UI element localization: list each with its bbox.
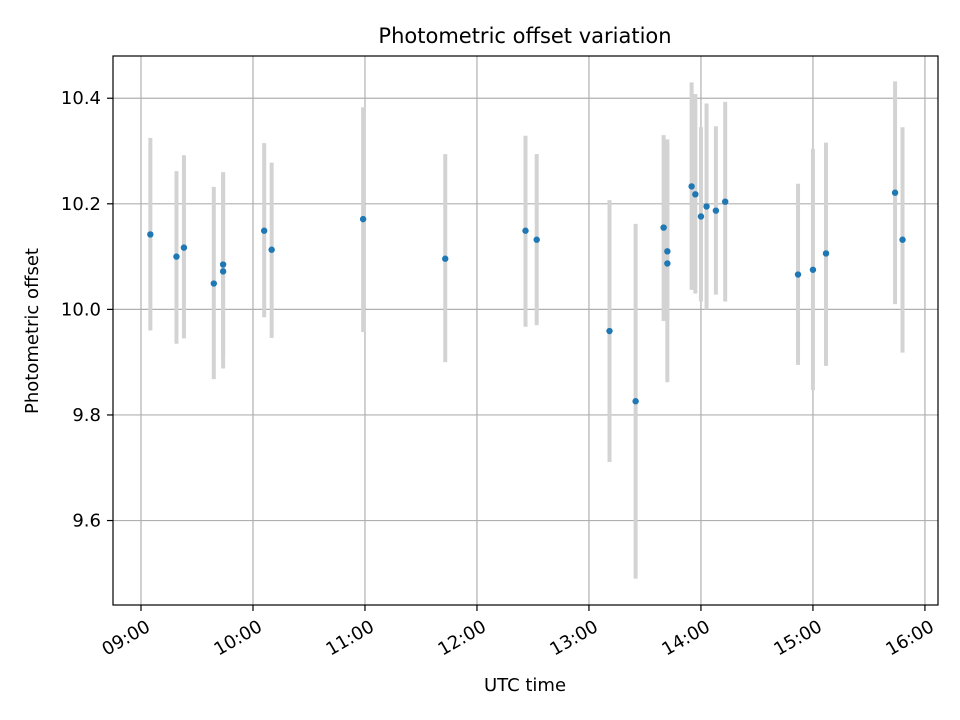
plot-frame bbox=[112, 55, 939, 606]
data-point bbox=[219, 268, 227, 275]
y-tick-label: 9.6 bbox=[72, 511, 101, 532]
y-tick-label: 10.4 bbox=[61, 88, 101, 109]
data-point bbox=[660, 224, 667, 231]
data-point bbox=[606, 327, 613, 335]
data-point bbox=[173, 253, 180, 260]
data-point bbox=[664, 260, 671, 267]
chart-title: Photometric offset variation bbox=[378, 24, 671, 48]
data-point bbox=[180, 244, 188, 251]
data-point bbox=[822, 250, 830, 257]
data-point bbox=[359, 215, 367, 223]
data-point bbox=[664, 248, 671, 255]
y-tick-label: 9.8 bbox=[72, 405, 101, 426]
point-layer bbox=[147, 183, 906, 405]
data-point bbox=[688, 183, 695, 190]
data-point bbox=[891, 189, 899, 196]
y-axis-label: Photometric offset bbox=[22, 248, 43, 414]
y-tick-label: 10.0 bbox=[61, 299, 101, 320]
data-point bbox=[794, 271, 802, 278]
y-tick-label: 10.2 bbox=[61, 194, 101, 215]
data-point bbox=[260, 227, 268, 234]
data-point bbox=[697, 213, 705, 220]
data-point bbox=[712, 207, 720, 214]
data-point bbox=[899, 236, 906, 243]
data-point bbox=[522, 227, 529, 234]
data-point bbox=[692, 191, 699, 198]
data-point bbox=[147, 231, 154, 238]
data-point bbox=[632, 398, 639, 405]
data-point bbox=[442, 255, 449, 262]
x-axis-label: UTC time bbox=[484, 675, 566, 696]
data-point bbox=[722, 198, 729, 205]
data-point bbox=[219, 261, 227, 268]
data-point bbox=[268, 246, 275, 253]
data-point bbox=[533, 236, 540, 243]
data-point bbox=[210, 280, 217, 287]
data-point bbox=[809, 266, 817, 273]
data-point bbox=[703, 203, 710, 210]
